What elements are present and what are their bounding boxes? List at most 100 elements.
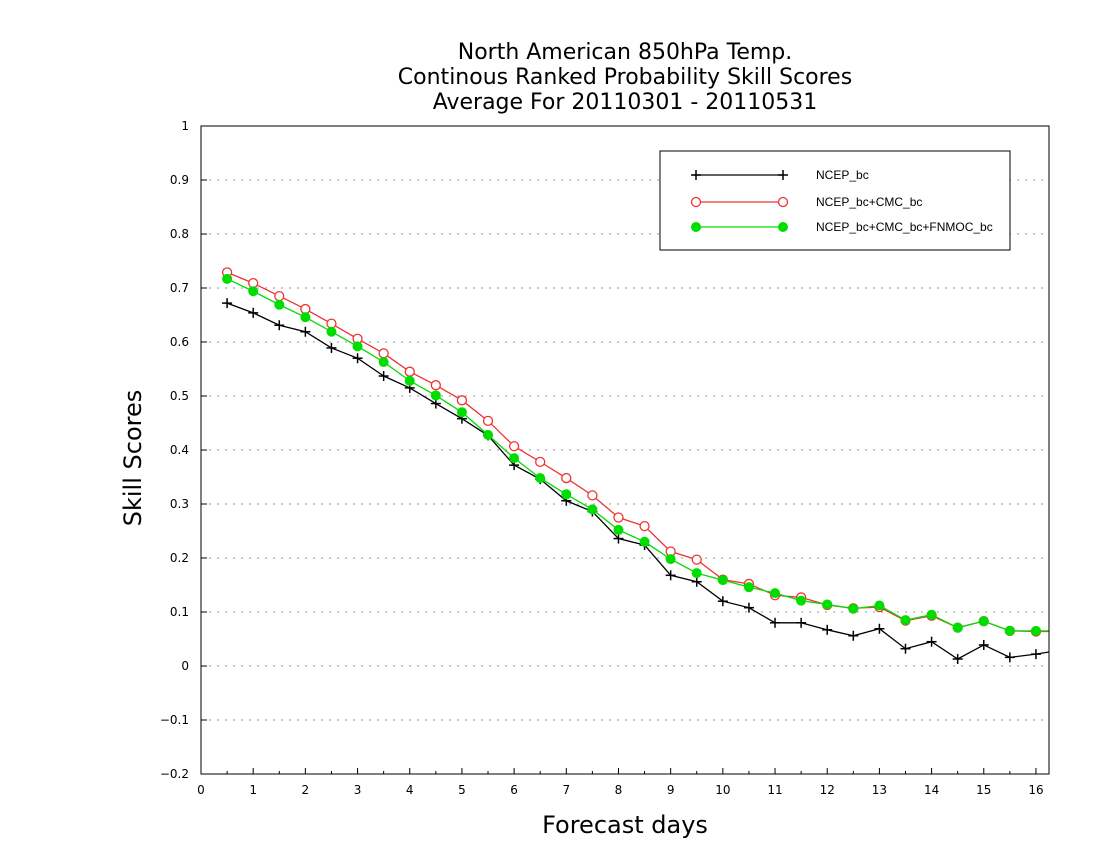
legend-entry: NCEP_bc+CMC_bc+FNMOC_bc bbox=[691, 220, 993, 234]
chart-title-line-2: Continous Ranked Probability Skill Score… bbox=[398, 65, 852, 90]
data-point bbox=[352, 341, 363, 352]
series-line bbox=[226, 302, 1050, 660]
data-point bbox=[743, 602, 754, 613]
data-point bbox=[770, 588, 781, 599]
data-point bbox=[952, 622, 963, 633]
data-point bbox=[848, 603, 859, 614]
series-2 bbox=[222, 273, 1049, 636]
data-point bbox=[978, 639, 989, 650]
data-point bbox=[770, 617, 781, 628]
legend-label: NCEP_bc+CMC_bc bbox=[816, 195, 922, 209]
data-point bbox=[378, 348, 389, 359]
data-point bbox=[691, 554, 702, 565]
data-point bbox=[822, 624, 833, 635]
x-tick-label: 4 bbox=[406, 783, 414, 797]
data-point bbox=[430, 390, 441, 401]
legend-box bbox=[659, 150, 1011, 251]
y-tick-label: 0.1 bbox=[170, 605, 189, 619]
legend: NCEP_bc NCEP_bc+CMC_bc NCEP_bc+CMC_bc+FNMO… bbox=[659, 150, 1011, 251]
y-tick-label: 0.6 bbox=[170, 335, 189, 349]
data-point bbox=[404, 375, 415, 386]
data-point bbox=[430, 380, 441, 391]
legend-label: NCEP_bc+CMC_bc+FNMOC_bc bbox=[816, 220, 993, 234]
x-tick-label: 13 bbox=[872, 783, 887, 797]
x-tick-label: 3 bbox=[354, 783, 362, 797]
x-tick-label: 0 bbox=[197, 783, 205, 797]
x-tick-label: 15 bbox=[976, 783, 991, 797]
data-point bbox=[483, 429, 494, 440]
series-1 bbox=[221, 267, 1049, 637]
data-point bbox=[613, 524, 624, 535]
data-point bbox=[1030, 625, 1041, 636]
x-axis-label: Forecast days bbox=[542, 811, 708, 839]
y-tick-label: 0.5 bbox=[170, 389, 189, 403]
x-tick-label: 2 bbox=[302, 783, 310, 797]
data-point bbox=[561, 489, 572, 500]
data-point bbox=[874, 600, 885, 611]
data-point bbox=[796, 617, 807, 628]
data-point bbox=[222, 298, 233, 309]
data-point bbox=[535, 473, 546, 484]
data-point bbox=[796, 595, 807, 606]
data-point bbox=[535, 456, 546, 468]
data-point bbox=[248, 307, 259, 318]
y-axis-label: Skill Scores bbox=[119, 390, 147, 527]
plot-series bbox=[221, 267, 1050, 664]
y-tick-label: 0.9 bbox=[170, 173, 189, 187]
data-point bbox=[587, 504, 598, 515]
legend-label: NCEP_bc bbox=[816, 168, 869, 182]
data-point bbox=[561, 472, 572, 484]
x-tick-label: 10 bbox=[715, 783, 730, 797]
series-line bbox=[226, 271, 1049, 633]
y-tick-label: −0.1 bbox=[160, 713, 189, 727]
data-point bbox=[926, 609, 937, 620]
data-point bbox=[300, 312, 311, 323]
data-point bbox=[300, 326, 311, 337]
data-point bbox=[665, 570, 676, 581]
y-tick-label: 0.4 bbox=[170, 443, 189, 457]
data-point bbox=[717, 575, 728, 586]
x-tick-label: 6 bbox=[510, 783, 518, 797]
chart-title-line-3: Average For 20110301 - 20110531 bbox=[433, 90, 818, 115]
x-tick-label: 1 bbox=[249, 783, 257, 797]
data-point bbox=[900, 615, 911, 626]
x-tick-label: 9 bbox=[667, 783, 675, 797]
data-point bbox=[743, 582, 754, 593]
data-point bbox=[378, 356, 389, 367]
series-line bbox=[226, 278, 1049, 632]
x-tick-label: 16 bbox=[1028, 783, 1043, 797]
x-tick-label: 5 bbox=[458, 783, 466, 797]
data-point bbox=[691, 576, 702, 587]
data-point bbox=[1030, 649, 1041, 660]
data-point bbox=[482, 415, 494, 426]
data-point bbox=[822, 599, 833, 610]
data-point bbox=[274, 290, 285, 302]
data-point bbox=[248, 286, 259, 297]
data-point bbox=[456, 407, 467, 418]
data-point bbox=[639, 520, 650, 532]
y-tick-label: 0.3 bbox=[170, 497, 189, 511]
data-point bbox=[326, 342, 337, 353]
legend-entry: NCEP_bc bbox=[691, 168, 869, 182]
data-point bbox=[326, 326, 337, 337]
y-tick-label: 0 bbox=[181, 659, 189, 673]
data-point bbox=[848, 630, 859, 641]
y-tick-label: 0.7 bbox=[170, 281, 189, 295]
legend-marker bbox=[691, 170, 701, 180]
data-point bbox=[639, 536, 650, 547]
data-point bbox=[274, 320, 285, 331]
data-point bbox=[456, 395, 468, 406]
x-tick-label: 7 bbox=[562, 783, 570, 797]
y-tick-label: 1 bbox=[181, 119, 189, 133]
legend-marker bbox=[778, 222, 788, 232]
legend-marker bbox=[690, 196, 702, 208]
data-point bbox=[509, 453, 520, 464]
data-point bbox=[613, 533, 624, 544]
data-point bbox=[1004, 625, 1015, 636]
x-tick-label: 12 bbox=[820, 783, 835, 797]
y-tick-label: 0.2 bbox=[170, 551, 189, 565]
data-point bbox=[508, 441, 520, 452]
legend-items: NCEP_bc NCEP_bc+CMC_bc NCEP_bc+CMC_bc+FNMO… bbox=[690, 168, 993, 234]
data-point bbox=[665, 554, 676, 565]
